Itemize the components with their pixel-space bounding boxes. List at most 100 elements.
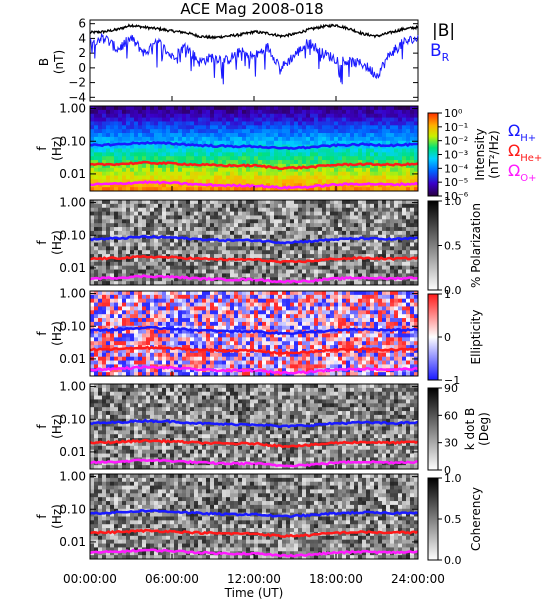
polarization-cell [210,261,215,267]
polarization-cell [282,261,287,267]
intensity-cell [130,106,135,111]
intensity-cell [346,121,351,126]
polarization-cell [90,219,95,224]
intensity-cell [294,179,299,184]
ellipticity-cell [230,356,235,361]
ellipticity-cell [238,318,243,323]
polarization-cell [190,215,195,220]
intensity-cell [102,175,107,180]
intensity-cell [158,144,163,149]
polarization-cell [314,203,319,209]
polarization-cell [138,230,143,236]
intensity-cell [314,136,319,142]
intensity-cell [274,133,279,138]
polarization-cell [162,211,167,216]
intensity-cell [314,167,319,173]
polarization-cell [214,227,219,232]
polarization-cell [170,227,175,232]
polarization-cell [138,215,143,220]
intensity-cell [382,163,387,169]
ellipticity-cell [246,321,251,327]
intensity-cell [118,148,123,153]
polarization-cell [150,215,155,220]
intensity-ytick-label: 0.10 [59,134,86,148]
polarization-cell [198,227,203,232]
polarization-cell [306,227,311,232]
polarization-cell [102,273,107,278]
polarization-cell [294,281,299,286]
polarization-cell [290,211,295,216]
polarization-cell [134,211,139,216]
intensity-cell [198,152,203,157]
polarization-cell [182,242,187,247]
intensity-cell [206,160,211,165]
intensity-cell [414,117,419,122]
ellipticity-cell [318,318,323,323]
polarization-cell [334,223,339,228]
intensity-cell [218,167,223,173]
polarization-cell [178,261,183,267]
polarization-cell [258,227,263,232]
polarization-cell [266,215,271,220]
ellipticity-cell [222,341,227,346]
polarization-cell [214,223,219,228]
intensity-cell [98,163,103,169]
intensity-cell [258,129,263,134]
polarization-cell [386,207,391,212]
polarization-cell [330,254,335,259]
ellipticity-cell [218,321,223,327]
ellipticity-cell [210,291,215,296]
polarization-cell [358,223,363,228]
ellipticity-cell [158,294,163,300]
ellipticity-cell [142,352,147,358]
intensity-cell [174,106,179,111]
intensity-cell [262,121,267,126]
intensity-cell [178,187,183,192]
ellipticity-cell [150,337,155,342]
intensity-cell [190,156,195,161]
ellipticity-cell [90,372,95,377]
polarization-cell [258,200,263,205]
ellipticity-cell [218,337,223,342]
ellipticity-cell [182,364,187,369]
intensity-cell [238,152,243,157]
ellipticity-cell [298,348,303,354]
polarization-cell [354,207,359,212]
ellipticity-cell [246,364,251,369]
intensity-cell [294,187,299,192]
intensity-cell [118,183,123,188]
ellipticity-cell [286,368,291,373]
polarization-cell [170,246,175,251]
intensity-cell [214,109,219,115]
intensity-cell [110,109,115,115]
polarization-cell [142,227,147,232]
intensity-cell [282,156,287,161]
polarization-cell [290,265,295,270]
polarization-cell [114,203,119,209]
polarization-cell [310,281,315,286]
ellipticity-cell [134,341,139,346]
polarization-cell [142,219,147,224]
ellipticity-cell [242,314,247,319]
intensity-cell [158,187,163,192]
intensity-cell [146,171,151,176]
intensity-cell [138,106,143,111]
ellipticity-cell [166,298,171,303]
polarization-cell [162,230,167,236]
intensity-cell [314,175,319,180]
polarization-cell [246,230,251,236]
polarization-cell [258,281,263,286]
ellipticity-cell [254,337,259,342]
intensity-cell [134,133,139,138]
ellipticity-cell [150,341,155,346]
intensity-He_plus-gyro-line [89,160,419,171]
polarization-cell [374,269,379,274]
ellipticity-cell [310,306,315,311]
polarization-cell [262,250,267,255]
polarization-cell [330,273,335,278]
polarization-cell [250,281,255,286]
intensity-cell [162,109,167,115]
ellipticity-cell [250,372,255,377]
intensity-cell [286,109,291,115]
intensity-cell [98,125,103,130]
